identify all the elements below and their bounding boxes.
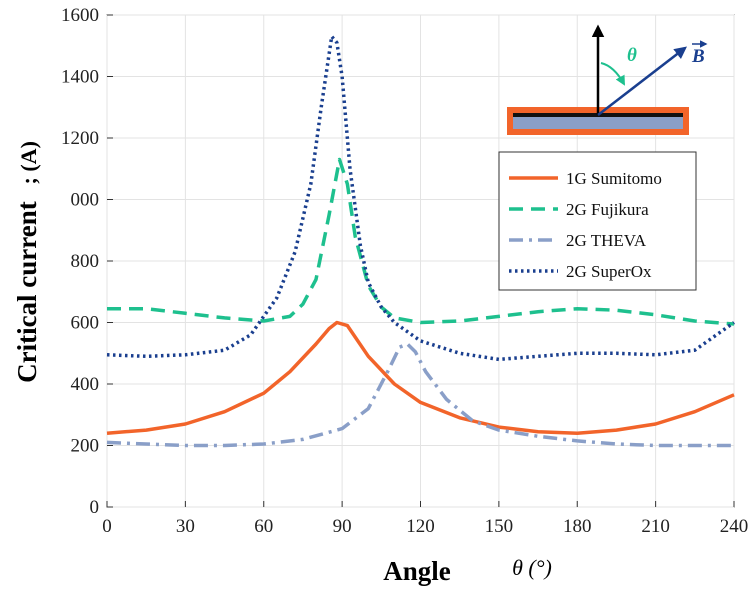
x-tick-label: 240 bbox=[720, 516, 749, 537]
x-tick-label: 60 bbox=[254, 516, 273, 537]
y-tick-label: 200 bbox=[71, 436, 100, 457]
series-line-2g-theva bbox=[106, 342, 734, 448]
legend: 1G Sumitomo 2G Fujikura 2G THEVA 2G SuperOx bbox=[498, 151, 697, 291]
inset-schematic: θ B bbox=[507, 24, 708, 135]
series-line-1g-sumitomo bbox=[106, 320, 735, 435]
y-tick-label: 1200 bbox=[61, 128, 99, 149]
field-arrow bbox=[597, 46, 687, 116]
y-tick-label: 400 bbox=[71, 374, 100, 395]
x-tick-label: 210 bbox=[641, 516, 670, 537]
x-tick-label: 120 bbox=[406, 516, 435, 537]
y-axis-unit: ; (A) bbox=[16, 141, 41, 184]
y-tick-label: 000 bbox=[71, 190, 100, 211]
angle-arc bbox=[600, 62, 625, 86]
x-tick-label: 90 bbox=[333, 516, 352, 537]
series-lines bbox=[106, 34, 736, 448]
theta-label: θ bbox=[627, 45, 637, 66]
legend-label-2g-superox: 2G SuperOx bbox=[566, 262, 652, 281]
y-axis-label: Critical current bbox=[12, 201, 42, 383]
legend-label-2g-fujikura: 2G Fujikura bbox=[566, 200, 649, 219]
svg-text:Critical current ; (A): Critical current ; (A) bbox=[12, 141, 42, 383]
y-tick-label: 1400 bbox=[61, 67, 99, 88]
x-tick-label: 30 bbox=[176, 516, 195, 537]
y-axis-ticks: 0 200 400 600 800 000 1200 1400 1600 bbox=[61, 5, 113, 518]
y-axis-title: Critical current ; (A) bbox=[12, 141, 42, 383]
x-tick-label: 150 bbox=[485, 516, 514, 537]
field-label: B bbox=[691, 46, 705, 67]
y-tick-label: 1600 bbox=[61, 5, 99, 26]
y-tick-label: 600 bbox=[71, 313, 100, 334]
y-tick-label: 800 bbox=[71, 251, 100, 272]
y-tick-label: 0 bbox=[90, 497, 100, 518]
series-line-2g-fujikura bbox=[107, 157, 735, 326]
x-axis-unit: θ (°) bbox=[512, 555, 552, 580]
x-tick-label: 180 bbox=[563, 516, 592, 537]
legend-label-2g-theva: 2G THEVA bbox=[566, 231, 647, 250]
x-axis-label: Angle bbox=[383, 556, 451, 586]
legend-label-1g-sumitomo: 1G Sumitomo bbox=[566, 169, 662, 188]
legend-box bbox=[498, 151, 697, 291]
x-axis-ticks: 0 30 60 90 120 150 180 210 240 bbox=[102, 501, 748, 537]
x-tick-label: 0 bbox=[102, 516, 112, 537]
